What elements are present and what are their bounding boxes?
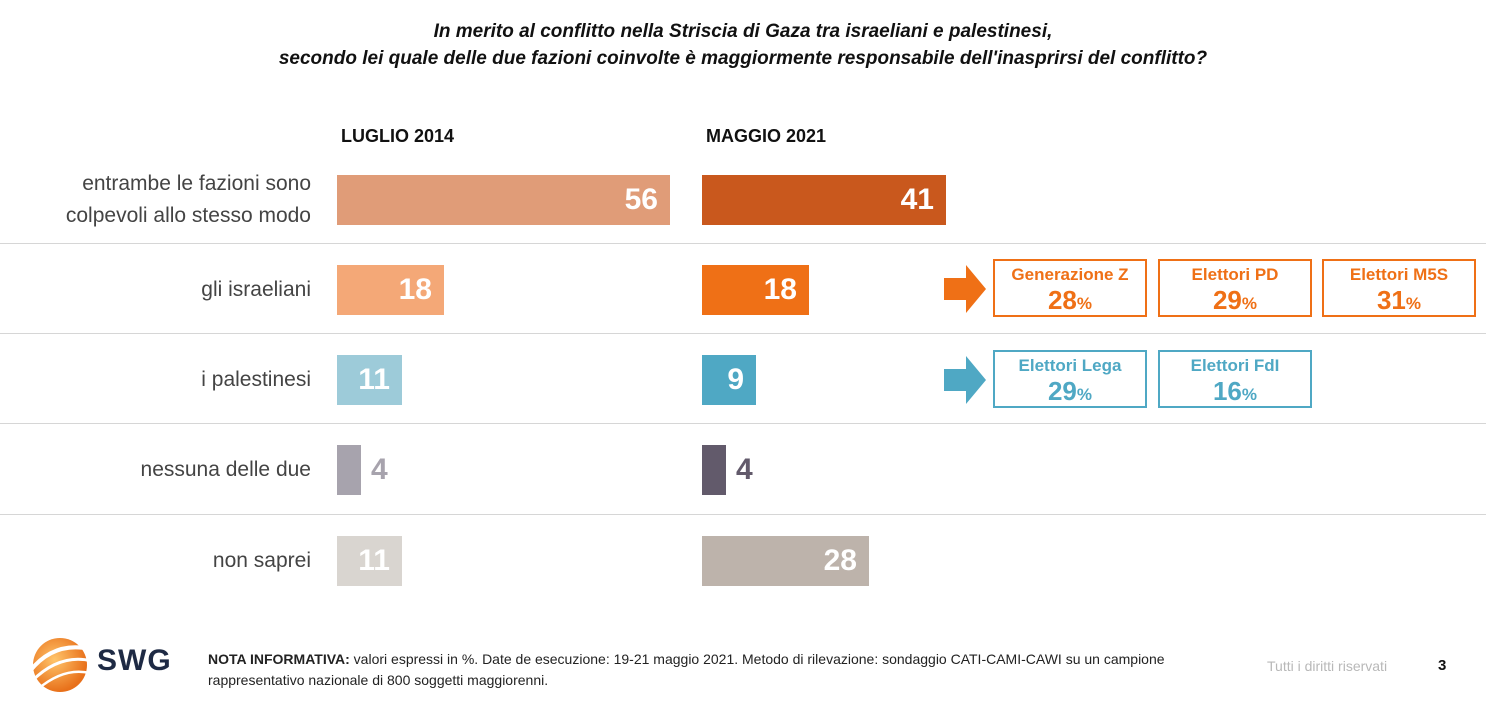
callout-number: 28: [1047, 285, 1077, 315]
callout-number: 29: [1047, 376, 1077, 406]
row-separator: [0, 514, 1486, 515]
bar-palestinesi-2021: [702, 355, 756, 405]
callout-number: 29: [1212, 285, 1242, 315]
value-label-nessuna-2021: 4: [736, 453, 753, 486]
callout-box: Elettori Lega 29%: [993, 350, 1147, 408]
callout-number: 31: [1376, 285, 1406, 315]
callout-box: Generazione Z 28%: [993, 259, 1147, 317]
callout-label: Elettori PD: [1191, 265, 1279, 284]
title-line-1: In merito al conflitto nella Striscia di…: [433, 21, 1053, 42]
row-label-non-saprei: non saprei: [212, 549, 311, 572]
rights-text: Tutti i diritti riservati: [1267, 658, 1388, 674]
bar-nessuna-2014: [337, 445, 361, 495]
callout-box: Elettori FdI 16%: [1158, 350, 1312, 408]
bar-palestinesi-2014: [337, 355, 402, 405]
row-label-palestinesi: i palestinesi: [201, 368, 311, 391]
callout-label: Elettori Lega: [1018, 356, 1122, 375]
value-label-non-saprei-2021: 28: [823, 544, 857, 577]
value-label-israeliani-2021: 18: [763, 273, 797, 306]
bar-non-saprei-2014: [337, 536, 402, 586]
page-number: 3: [1438, 657, 1447, 674]
callout-unit: %: [1241, 294, 1258, 313]
bar-both-2014: [337, 175, 670, 225]
callout-number: 16: [1212, 376, 1242, 406]
value-label-palestinesi-2021: 9: [727, 363, 744, 396]
swg-logo-icon: [24, 631, 94, 702]
callout-label: Elettori M5S: [1349, 265, 1449, 284]
column-header-2021: MAGGIO 2021: [706, 126, 827, 146]
callout-unit: %: [1241, 385, 1258, 404]
callout-label: Elettori FdI: [1190, 356, 1280, 375]
value-label-nessuna-2014: 4: [371, 453, 388, 486]
callout-box: Elettori M5S 31%: [1322, 259, 1476, 317]
callout-unit: %: [1405, 294, 1422, 313]
bar-non-saprei-2021: [702, 536, 869, 586]
callout-value: 16%: [1160, 376, 1310, 410]
callout-box: Elettori PD 29%: [1158, 259, 1312, 317]
callout-unit: %: [1076, 294, 1093, 313]
value-label-israeliani-2014: 18: [398, 273, 432, 306]
callout-label: Generazione Z: [1011, 265, 1129, 284]
footer-note: NOTA INFORMATIVA: valori espressi in %. …: [208, 649, 1188, 691]
column-header-2014: LUGLIO 2014: [341, 126, 455, 146]
arrow-right-icon: [944, 265, 986, 318]
bar-israeliani-2021: [702, 265, 809, 315]
bar-israeliani-2014: [337, 265, 444, 315]
note-text: valori espressi in %. Date de esecuzione…: [208, 651, 1165, 688]
chart-title: In merito al conflitto nella Striscia di…: [0, 18, 1486, 72]
row-label-both: entrambe le fazioni sono colpevoli allo …: [65, 172, 311, 227]
title-line-2: secondo lei quale delle due fazioni coin…: [278, 48, 1208, 69]
row-separator: [0, 423, 1486, 424]
row-label-israeliani: gli israeliani: [201, 278, 311, 301]
value-label-both-2014: 56: [624, 183, 658, 216]
callout-value: 28%: [995, 285, 1145, 319]
row-label-nessuna: nessuna delle due: [140, 458, 311, 481]
callout-unit: %: [1076, 385, 1093, 404]
callout-value: 29%: [1160, 285, 1310, 319]
callout-value: 29%: [995, 376, 1145, 410]
callout-value: 31%: [1324, 285, 1474, 319]
arrow-right-icon: [944, 356, 986, 409]
row-separator: [0, 333, 1486, 334]
logo-text: SWG: [97, 644, 172, 677]
bar-nessuna-2021: [702, 445, 726, 495]
note-heading: NOTA INFORMATIVA:: [208, 651, 350, 667]
value-label-palestinesi-2014: 11: [358, 363, 390, 396]
value-label-non-saprei-2014: 11: [358, 544, 390, 577]
value-label-both-2021: 41: [900, 183, 934, 216]
row-separator: [0, 243, 1486, 244]
bar-both-2021: [702, 175, 946, 225]
